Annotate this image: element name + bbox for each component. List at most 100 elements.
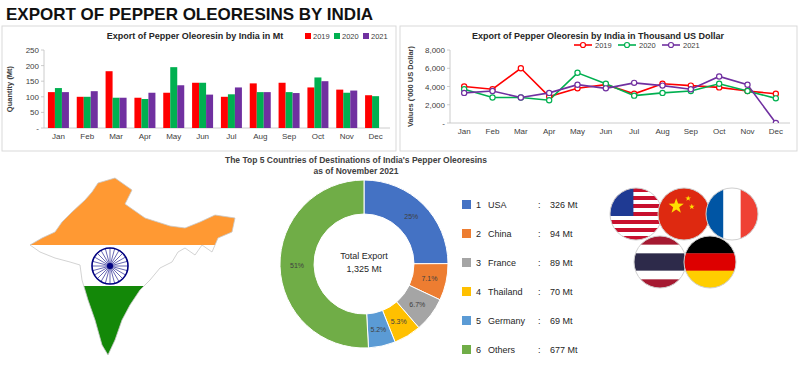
bar [372, 96, 379, 128]
flag-rim [684, 236, 736, 288]
bar [170, 67, 177, 128]
bar [314, 77, 321, 128]
legend-label: 2019 [595, 41, 612, 50]
tick-mark [447, 86, 450, 87]
panel [2, 26, 396, 151]
legend-label: 2020 [639, 41, 656, 50]
y-axis-label: Values ('000 US Dollar) [406, 46, 415, 127]
bar [199, 83, 206, 128]
flag-part [610, 228, 662, 232]
data-label: 5.3% [391, 318, 407, 325]
legend-rank: 5 [476, 316, 481, 326]
bar [350, 91, 357, 128]
data-label: 5.2% [370, 326, 386, 333]
legend-label: Others [488, 345, 516, 355]
tick-mark [41, 112, 44, 113]
marker [745, 82, 750, 87]
x-tick-label: May [166, 132, 181, 141]
flag-rim [706, 188, 758, 240]
legend-swatch [462, 316, 471, 325]
legend-rank: 3 [476, 258, 481, 268]
bar [91, 91, 98, 128]
flag-part [610, 188, 662, 192]
flag-part [706, 188, 724, 240]
legend-rank: 2 [476, 229, 481, 239]
marker [773, 96, 778, 101]
legend-quantity: 677 Mt [550, 345, 578, 355]
tick-mark [41, 50, 44, 51]
y-tick-label: 100 [26, 93, 40, 102]
flag-part [634, 253, 686, 271]
legend-quantity: 326 Mt [550, 200, 578, 210]
marker [518, 95, 523, 100]
legend-quantity: 94 Mt [550, 229, 573, 239]
legend-swatch [462, 345, 471, 354]
x-tick-label: Oct [312, 132, 325, 141]
flag-part [684, 236, 736, 254]
legend-separator: : [538, 200, 541, 210]
x-tick-label: Aug [253, 132, 267, 141]
chakra-hub [107, 263, 113, 269]
page-title: EXPORT OF PEPPER OLEORESINS BY INDIA [6, 5, 373, 24]
bar [257, 92, 264, 128]
marker [688, 87, 693, 92]
flag [634, 236, 686, 288]
legend-marker [625, 43, 630, 48]
tick-mark [447, 68, 450, 69]
x-tick-label: Mar [109, 132, 123, 141]
flag-star [689, 204, 695, 209]
chart-subtitle: as of November 2021 [313, 166, 398, 176]
bar [365, 95, 372, 128]
chart-title: Export of Pepper Oleoresin by India in M… [107, 31, 284, 41]
flag-part [684, 253, 736, 271]
x-tick-label: Nov [740, 127, 754, 136]
marker [745, 88, 750, 93]
legend-label: Thailand [488, 287, 523, 297]
chart-line: Export of Pepper Oleoresin by India in T… [400, 26, 797, 151]
tick-mark [41, 128, 44, 129]
tick-mark [447, 104, 450, 105]
flag-part [658, 188, 710, 240]
flag-star [669, 198, 684, 213]
x-tick-label: Nov [340, 132, 354, 141]
flag [610, 188, 662, 240]
marker [547, 90, 552, 95]
bar [192, 83, 199, 128]
legend: 201920202021 [574, 41, 700, 50]
legend-swatch [462, 258, 471, 267]
tick-mark [447, 123, 450, 124]
tick-mark [41, 96, 44, 97]
line [464, 76, 776, 123]
legend-swatch [305, 33, 311, 39]
legend-label: France [488, 258, 516, 268]
bar [177, 85, 184, 128]
marker [603, 86, 608, 91]
bar [321, 81, 328, 128]
bar [336, 90, 343, 128]
flag-part [684, 271, 736, 288]
marker [490, 95, 495, 100]
flag-star [685, 195, 691, 200]
plot-area [462, 66, 779, 123]
y-tick-label: 6,000 [425, 64, 446, 73]
x-tick-label: Jan [52, 132, 65, 141]
chakra [92, 248, 128, 284]
data-label: 51% [290, 262, 304, 269]
bar [163, 93, 170, 128]
bar [148, 93, 155, 128]
x-tick-label: Oct [713, 127, 726, 136]
legend-swatch [462, 287, 471, 296]
legend-rank: 1 [476, 200, 481, 210]
legend-label: China [488, 229, 512, 239]
legend-label: USA [488, 200, 507, 210]
marker [632, 80, 637, 85]
x-tick-label: Feb [80, 132, 94, 141]
x-tick-label: Aug [655, 127, 669, 136]
decoration [30, 178, 758, 355]
y-tick-label: 4,000 [425, 83, 446, 92]
tick-mark [41, 65, 44, 66]
legend-quantity: 89 Mt [550, 258, 573, 268]
y-tick-label: 200 [26, 62, 40, 71]
marker [575, 70, 580, 75]
flag-part [634, 245, 686, 254]
